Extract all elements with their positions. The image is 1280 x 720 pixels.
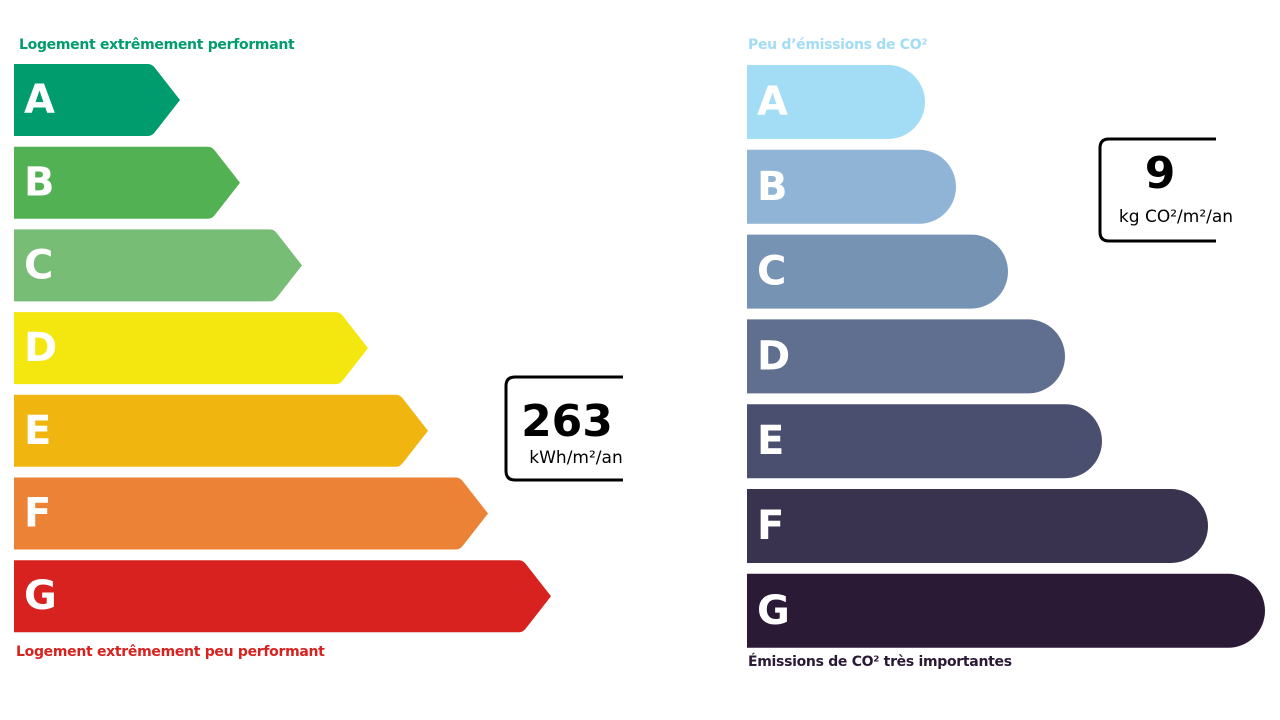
climate-unit: kg CO²/m²/an — [1119, 207, 1233, 227]
climate-class-bar — [747, 404, 1102, 479]
climate-class-letter: E — [757, 418, 784, 464]
energy-class-letter: G — [24, 573, 57, 619]
energy-class-letter: A — [24, 77, 55, 123]
energy-class-letter: C — [24, 242, 53, 288]
climate-class-bar — [747, 573, 1265, 648]
energy-value: 263 — [521, 396, 613, 447]
climate-class-bar — [747, 234, 1009, 309]
bottom-label: Émissions de CO² très importantes — [748, 653, 1012, 670]
climate-class-letter: A — [757, 79, 788, 125]
energy-class-letter: F — [24, 491, 51, 537]
energy-class-letter: B — [24, 160, 55, 206]
climate-class-letter: B — [757, 164, 788, 210]
climate-class-letter: D — [757, 333, 790, 379]
energy-class-bar — [14, 64, 180, 136]
climate-class-letter: F — [757, 503, 784, 549]
climate-class-bar — [747, 489, 1208, 563]
energy-class-letter: E — [24, 408, 51, 454]
top-label: Peu d’émissions de CO² — [748, 37, 927, 53]
climate-class-bar — [747, 319, 1065, 394]
energy-class-bar — [14, 229, 302, 302]
energy-class-bar — [14, 312, 368, 385]
bottom-label: Logement extrêmement peu performant — [16, 644, 325, 660]
climate-value: 9 — [1145, 148, 1176, 199]
energy-unit: kWh/m²/an — [529, 448, 622, 468]
top-label: Logement extrêmement performant — [19, 37, 295, 53]
climate-class-letter: C — [757, 249, 786, 295]
energy-class-bar — [14, 477, 488, 550]
climate-class-bar — [747, 149, 957, 224]
energy-class-bar — [14, 146, 240, 219]
climate-value-box — [1098, 137, 1216, 243]
energy-class-bar — [14, 394, 428, 467]
energy-class-bar — [14, 560, 551, 633]
energy-value-box — [504, 375, 623, 482]
climate-class-bar — [747, 65, 925, 139]
energy-class-letter: D — [24, 325, 57, 371]
climate-class-letter: G — [757, 588, 790, 634]
